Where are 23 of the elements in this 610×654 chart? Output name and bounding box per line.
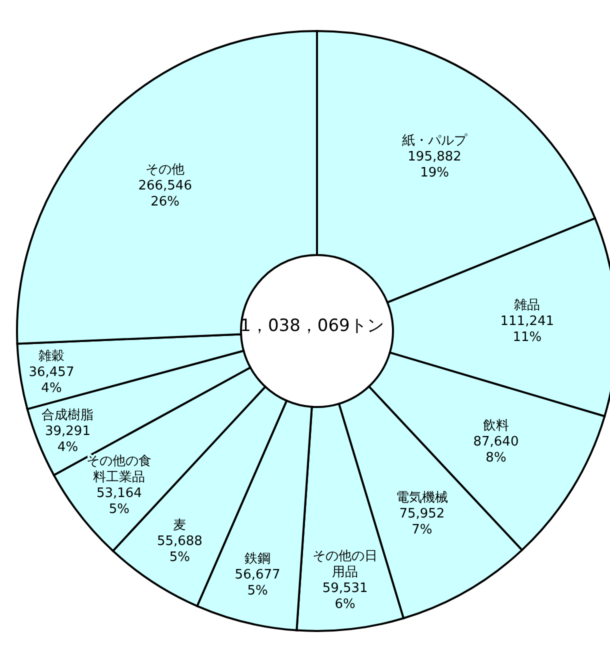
slice-label: その他の食料工業品 [86, 454, 152, 485]
data-label: 55,688 5% [156, 533, 202, 564]
data-label: 59,531 6% [322, 580, 368, 612]
data-label: 39,291 4% [44, 424, 90, 455]
slice-label: 雑穀 [38, 348, 64, 364]
data-label: 111,241 11% [500, 313, 554, 344]
slice-label: 雑品 [514, 297, 540, 312]
slice-label: 飲料 [483, 418, 509, 434]
data-label: 56,677 5% [234, 567, 280, 598]
slice-label: 麦 [173, 517, 186, 532]
data-label: 75,952 7% [399, 506, 445, 537]
slice-label: 紙・パルプ [402, 133, 468, 148]
text: 1，038，069トン [240, 316, 384, 336]
data-label: 87,640 8% [473, 434, 519, 466]
slice-label: その他 [146, 162, 185, 177]
slice-label: 合成樹脂 [42, 408, 94, 423]
slice-label: 鉄鋼 [244, 551, 271, 566]
data-label: 36,457 4% [28, 364, 74, 396]
data-label: 195,882 19% [408, 149, 462, 180]
slice-label: 電気機械 [396, 490, 448, 505]
data-label: 266,546 26% [138, 178, 192, 209]
slice-label: その他の日用品 [312, 548, 378, 580]
data-label: 53,164 5% [96, 486, 142, 517]
